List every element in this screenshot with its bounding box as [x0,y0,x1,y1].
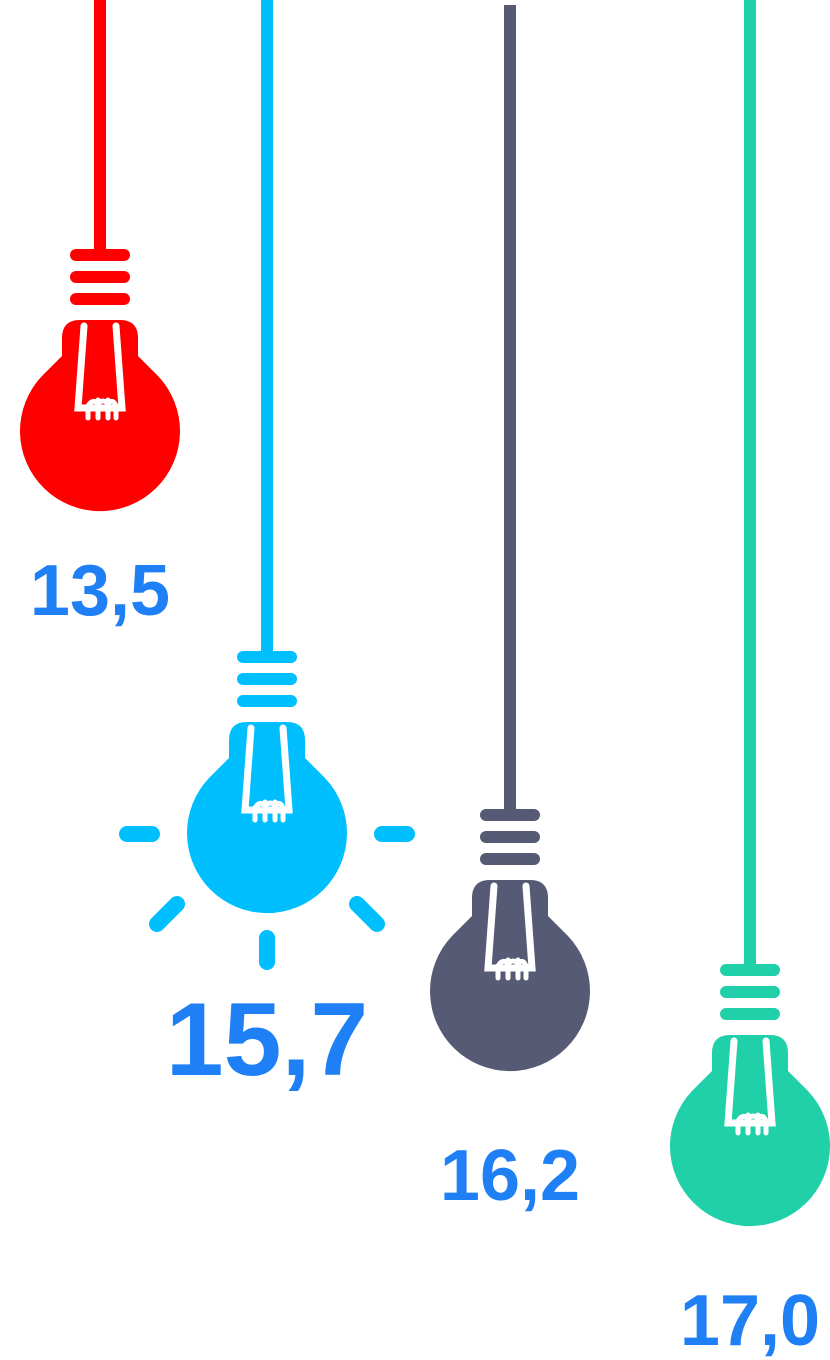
socket-ring [720,964,780,976]
light-ray [149,896,185,932]
value-label: 16,2 [440,1136,580,1216]
socket-ring [70,271,130,283]
socket-ring [720,986,780,998]
value-label: 13,5 [30,551,170,631]
socket-ring [480,831,540,843]
filament-coil [495,957,529,981]
socket-ring [237,651,297,663]
socket-ring [480,809,540,821]
bulb [19,249,180,512]
filament-coil [85,397,119,421]
socket-ring [237,673,297,685]
bulb [119,651,415,970]
filament-coil [252,799,286,823]
value-label: 15,7 [166,982,368,1098]
socket-ring [480,853,540,865]
filament-coil [735,1112,769,1136]
socket-ring [237,695,297,707]
socket-ring [70,293,130,305]
bulb [430,809,590,1072]
value-label: 17,0 [680,1281,820,1360]
bulb [670,964,830,1227]
socket-ring [720,1008,780,1020]
socket-ring [70,249,130,261]
light-ray [349,896,385,932]
